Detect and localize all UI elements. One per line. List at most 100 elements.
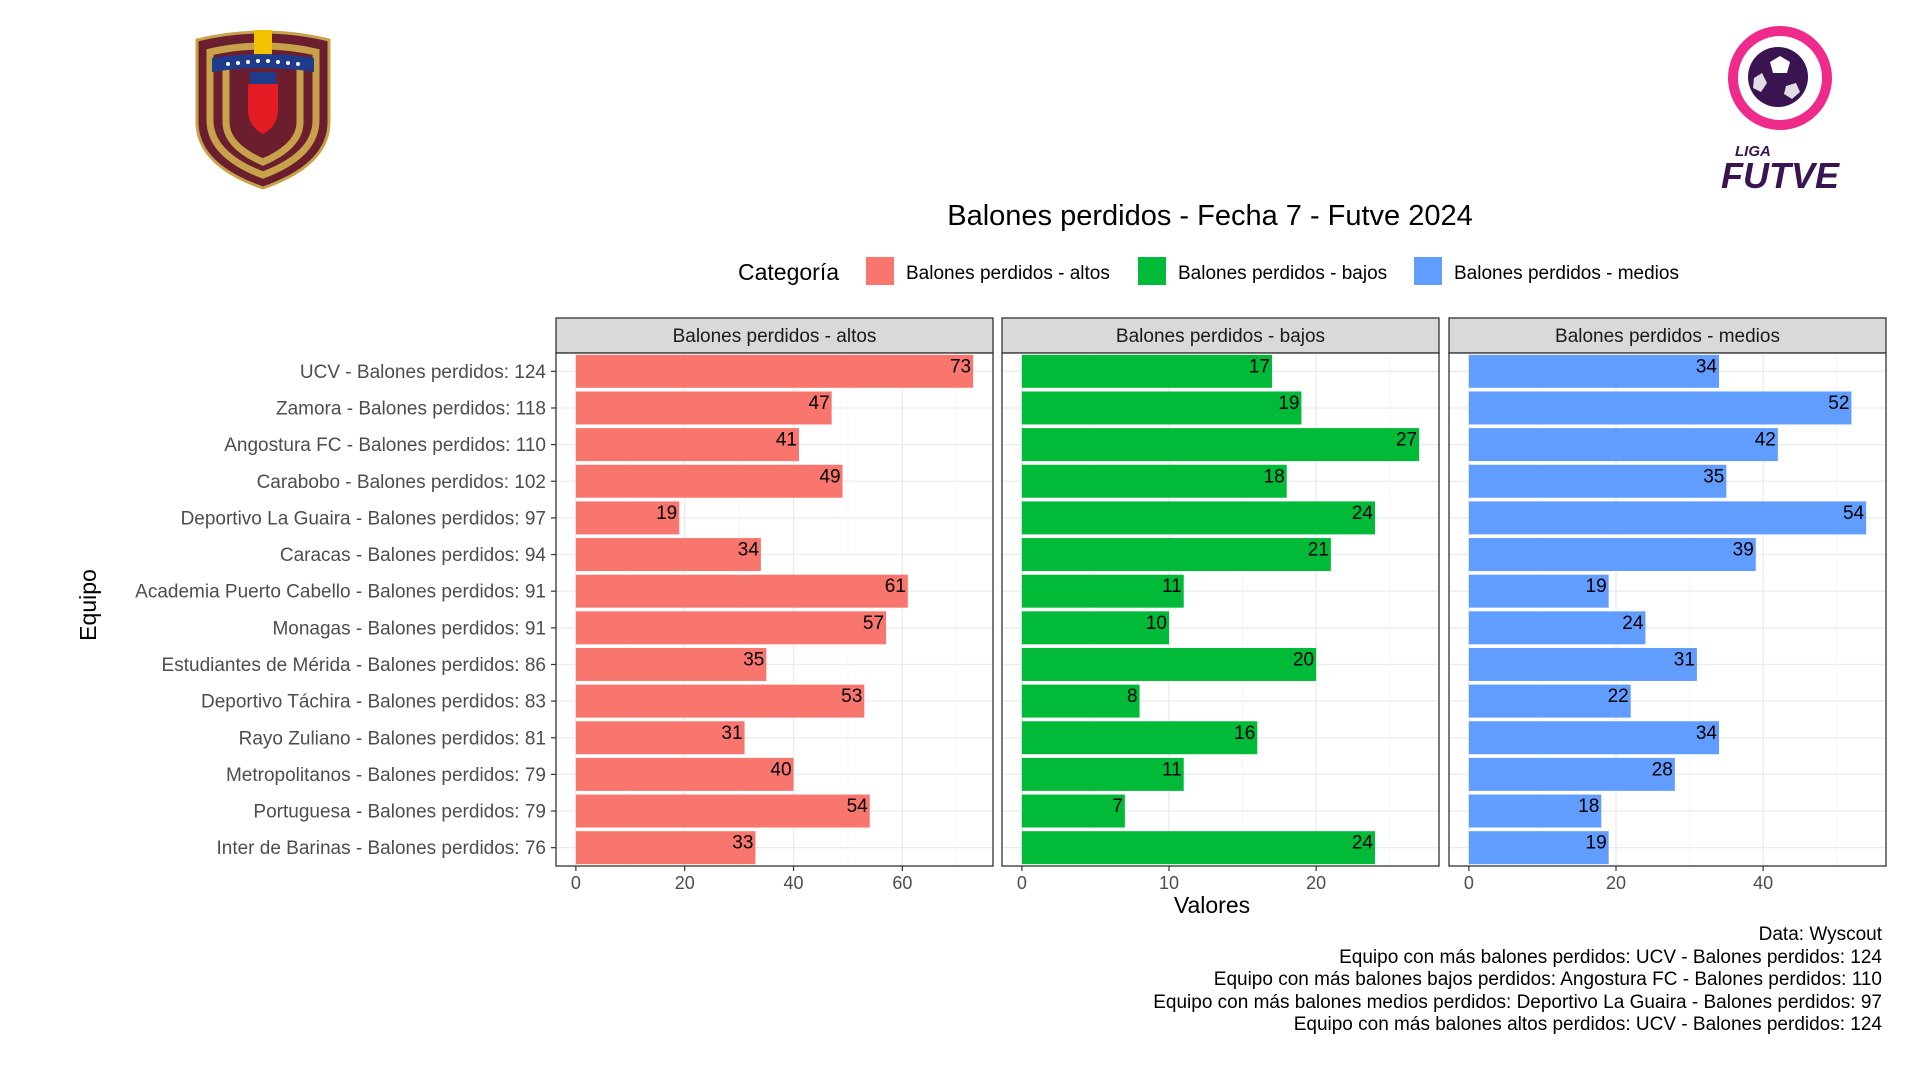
bar-value-label: 40 <box>770 759 791 780</box>
facet-strip <box>1448 317 1887 354</box>
bar <box>1021 684 1140 718</box>
bar <box>1468 721 1719 755</box>
bar <box>1021 538 1331 572</box>
bar <box>575 354 974 388</box>
bar-value-label: 34 <box>1696 356 1718 377</box>
bar-value-label: 47 <box>809 393 830 414</box>
facet-strip-label: Balones perdidos - medios <box>1555 326 1780 347</box>
bar-value-label: 41 <box>776 430 797 451</box>
bar-value-label: 34 <box>738 540 760 561</box>
bar <box>1468 574 1609 608</box>
caption-line: Equipo con más balones altos perdidos: U… <box>1293 1014 1882 1035</box>
bar <box>1468 794 1602 828</box>
bar-value-label: 39 <box>1733 540 1754 561</box>
y-axis-title: Equipo <box>75 569 101 641</box>
legend-item: Balones perdidos - altos <box>866 257 1110 285</box>
bar-value-label: 24 <box>1352 833 1374 854</box>
legend-title: Categoría <box>738 259 839 285</box>
bar-value-label: 22 <box>1608 686 1629 707</box>
bar-value-label: 21 <box>1308 540 1329 561</box>
bar-value-label: 11 <box>1162 576 1182 597</box>
facet-strip-label: Balones perdidos - bajos <box>1116 326 1325 347</box>
chart-title: Balones perdidos - Fecha 7 - Futve 2024 <box>947 200 1473 232</box>
bar-value-label: 19 <box>1586 576 1607 597</box>
x-tick-label: 10 <box>1159 873 1179 893</box>
bar <box>1021 794 1125 828</box>
bar-value-label: 35 <box>743 649 764 670</box>
bar <box>575 611 887 645</box>
bar <box>1021 574 1184 608</box>
legend-swatch <box>1138 257 1166 285</box>
y-tick-label: Monagas - Balones perdidos: 91 <box>272 618 546 639</box>
caption-line: Equipo con más balones bajos perdidos: A… <box>1213 969 1882 990</box>
bar <box>575 428 799 462</box>
x-tick-label: 40 <box>784 873 804 893</box>
bar <box>575 831 756 865</box>
bar <box>1021 501 1375 535</box>
legend-item: Balones perdidos - medios <box>1414 257 1679 285</box>
y-axis: UCV - Balones perdidos: 124 Zamora - Balo… <box>135 362 556 859</box>
bar <box>1468 501 1867 535</box>
bar <box>1468 538 1756 572</box>
bar-value-label: 31 <box>1674 649 1695 670</box>
legend-swatch <box>866 257 894 285</box>
bar <box>575 757 794 791</box>
bar-value-label: 73 <box>950 356 971 377</box>
bar <box>1468 428 1778 462</box>
x-tick-label: 20 <box>1306 873 1326 893</box>
caption-line: Equipo con más balones medios perdidos: … <box>1153 991 1882 1013</box>
x-tick-label: 0 <box>571 873 581 893</box>
caption-source: Data: Wyscout <box>1758 924 1882 945</box>
x-tick-label: 20 <box>1606 873 1626 893</box>
bar-value-label: 49 <box>819 466 840 487</box>
bar-value-label: 10 <box>1146 613 1167 634</box>
bar-value-label: 19 <box>1586 833 1607 854</box>
bar-value-label: 42 <box>1755 430 1776 451</box>
panel-border <box>555 352 994 867</box>
bar <box>575 574 908 608</box>
y-tick-label: Portuguesa - Balones perdidos: 79 <box>253 802 546 823</box>
y-tick-label: Academia Puerto Cabello - Balones perdid… <box>135 582 546 603</box>
logo-liga-text: LIGA <box>1735 143 1771 160</box>
bar <box>1468 354 1719 388</box>
bar-value-label: 34 <box>1696 723 1718 744</box>
y-tick-label: Deportivo La Guaira - Balones perdidos: … <box>181 508 546 529</box>
legend: Categoría Balones perdidos - altos Balone… <box>738 257 1679 285</box>
y-tick-label: Deportivo Táchira - Balones perdidos: 83 <box>201 692 546 713</box>
bar <box>575 684 865 718</box>
y-tick-label: UCV - Balones perdidos: 124 <box>300 362 547 383</box>
liga-futve-logo: LIGA FUTVE <box>1721 26 1840 196</box>
bar <box>1021 757 1184 791</box>
bar <box>1468 757 1675 791</box>
bar-value-label: 16 <box>1234 723 1255 744</box>
bar <box>575 501 680 535</box>
bar-value-label: 17 <box>1249 356 1270 377</box>
bar <box>575 464 843 498</box>
bar <box>1021 831 1375 865</box>
bar-value-label: 57 <box>863 613 884 634</box>
caption-line: Equipo con más balones perdidos: UCV - B… <box>1339 946 1882 968</box>
bar-value-label: 53 <box>841 686 862 707</box>
bar <box>575 721 745 755</box>
facet-strip-label: Balones perdidos - altos <box>673 326 877 347</box>
y-tick-label: Metropolitanos - Balones perdidos: 79 <box>226 765 546 786</box>
bar <box>1021 428 1420 462</box>
bar-value-label: 19 <box>656 503 677 524</box>
y-tick-label: Zamora - Balones perdidos: 118 <box>276 398 546 419</box>
bar-value-label: 61 <box>885 576 906 597</box>
bar <box>1021 611 1170 645</box>
y-tick-label: Caracas - Balones perdidos: 94 <box>280 545 547 566</box>
bar <box>575 647 767 681</box>
x-tick-label: 0 <box>1464 873 1474 893</box>
bar-value-label: 18 <box>1578 796 1599 817</box>
facet-strip <box>1001 317 1440 354</box>
bar-value-label: 11 <box>1162 759 1182 780</box>
bar <box>1468 391 1852 425</box>
legend-swatch <box>1414 257 1442 285</box>
legend-label: Balones perdidos - medios <box>1454 263 1679 284</box>
bar-value-label: 35 <box>1703 466 1724 487</box>
bar <box>1021 647 1317 681</box>
y-tick-label: Inter de Barinas - Balones perdidos: 76 <box>216 838 546 859</box>
bar <box>1021 391 1302 425</box>
